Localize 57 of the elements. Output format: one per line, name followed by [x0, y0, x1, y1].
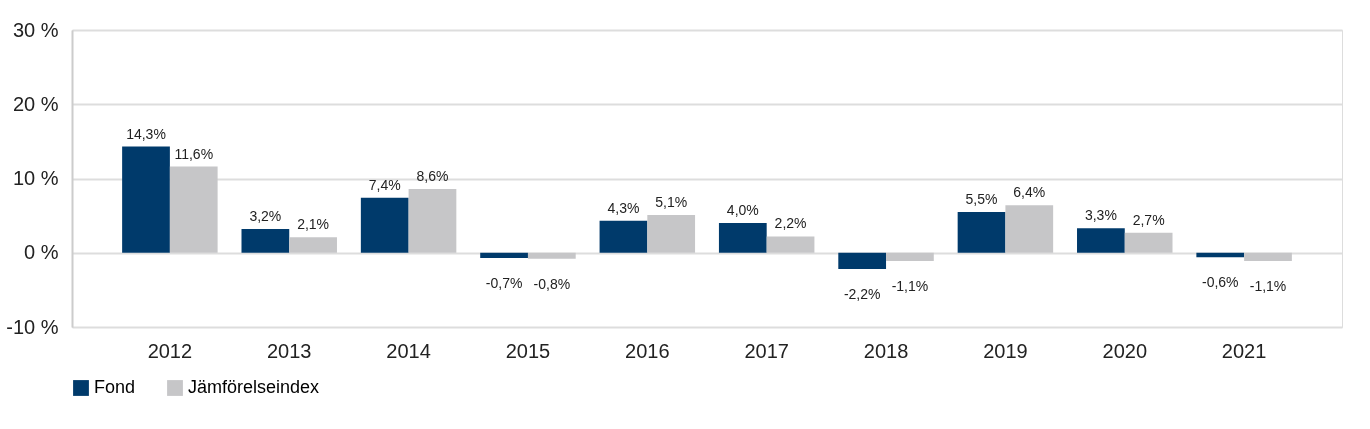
data-label: -0,8%	[533, 275, 571, 292]
data-label: -1,1%	[1249, 277, 1287, 294]
bar	[289, 237, 337, 253]
x-tick-label: 2014	[386, 339, 431, 362]
bar	[838, 252, 887, 270]
data-label: 7,4%	[368, 176, 401, 193]
data-label: -0,6%	[1201, 274, 1239, 291]
bar	[527, 252, 576, 259]
x-tick-label: 2013	[266, 339, 312, 362]
bar	[886, 252, 934, 261]
data-label: 3,2%	[249, 207, 282, 224]
y-tick-label: 20 %	[12, 92, 59, 115]
bar	[480, 252, 528, 258]
data-label: -1,1%	[891, 277, 929, 294]
data-label: -2,2%	[843, 286, 881, 303]
data-label: 4,3%	[607, 199, 640, 216]
data-label: 8,6%	[416, 167, 449, 184]
bar	[1196, 252, 1245, 258]
data-label: 5,5%	[965, 190, 998, 207]
bar	[122, 146, 170, 253]
bar	[718, 223, 767, 253]
y-tick-label: -10 %	[6, 315, 59, 338]
data-label: 14,3%	[126, 125, 166, 142]
data-label: 2,7%	[1132, 211, 1165, 228]
x-tick-label: 2017	[744, 339, 789, 362]
x-tick-label: 2021	[1221, 339, 1267, 362]
x-tick-label: 2019	[983, 339, 1028, 362]
data-label: 3,3%	[1084, 207, 1117, 224]
legend-label: Fond	[94, 377, 136, 397]
bar	[1124, 232, 1173, 253]
data-label: 6,4%	[1013, 184, 1046, 201]
bar	[408, 188, 457, 253]
bar	[360, 197, 409, 253]
bar	[169, 166, 218, 253]
x-tick-label: 2016	[625, 339, 670, 362]
y-tick-label: 30 %	[12, 18, 59, 41]
data-label: 5,1%	[655, 193, 688, 210]
data-label: -0,7%	[485, 274, 523, 291]
x-tick-label: 2018	[863, 339, 909, 362]
bar	[1077, 228, 1125, 253]
y-tick-label: 0 %	[24, 241, 59, 264]
bar	[766, 236, 815, 253]
x-tick-label: 2012	[147, 339, 193, 362]
x-tick-label: 2015	[505, 339, 551, 362]
bar	[1005, 205, 1054, 253]
data-label: 11,6%	[174, 145, 214, 162]
bar	[647, 214, 696, 253]
data-label: 4,0%	[726, 202, 759, 219]
data-label: 2,2%	[774, 215, 807, 232]
y-tick-label: 10 %	[12, 167, 59, 189]
data-label: 2,1%	[297, 216, 330, 233]
bar	[599, 220, 648, 253]
legend-label: Jämförelseindex	[188, 377, 320, 397]
bar	[1244, 252, 1292, 261]
x-tick-label: 2020	[1102, 339, 1148, 362]
bar	[241, 228, 290, 253]
bar	[957, 211, 1006, 253]
